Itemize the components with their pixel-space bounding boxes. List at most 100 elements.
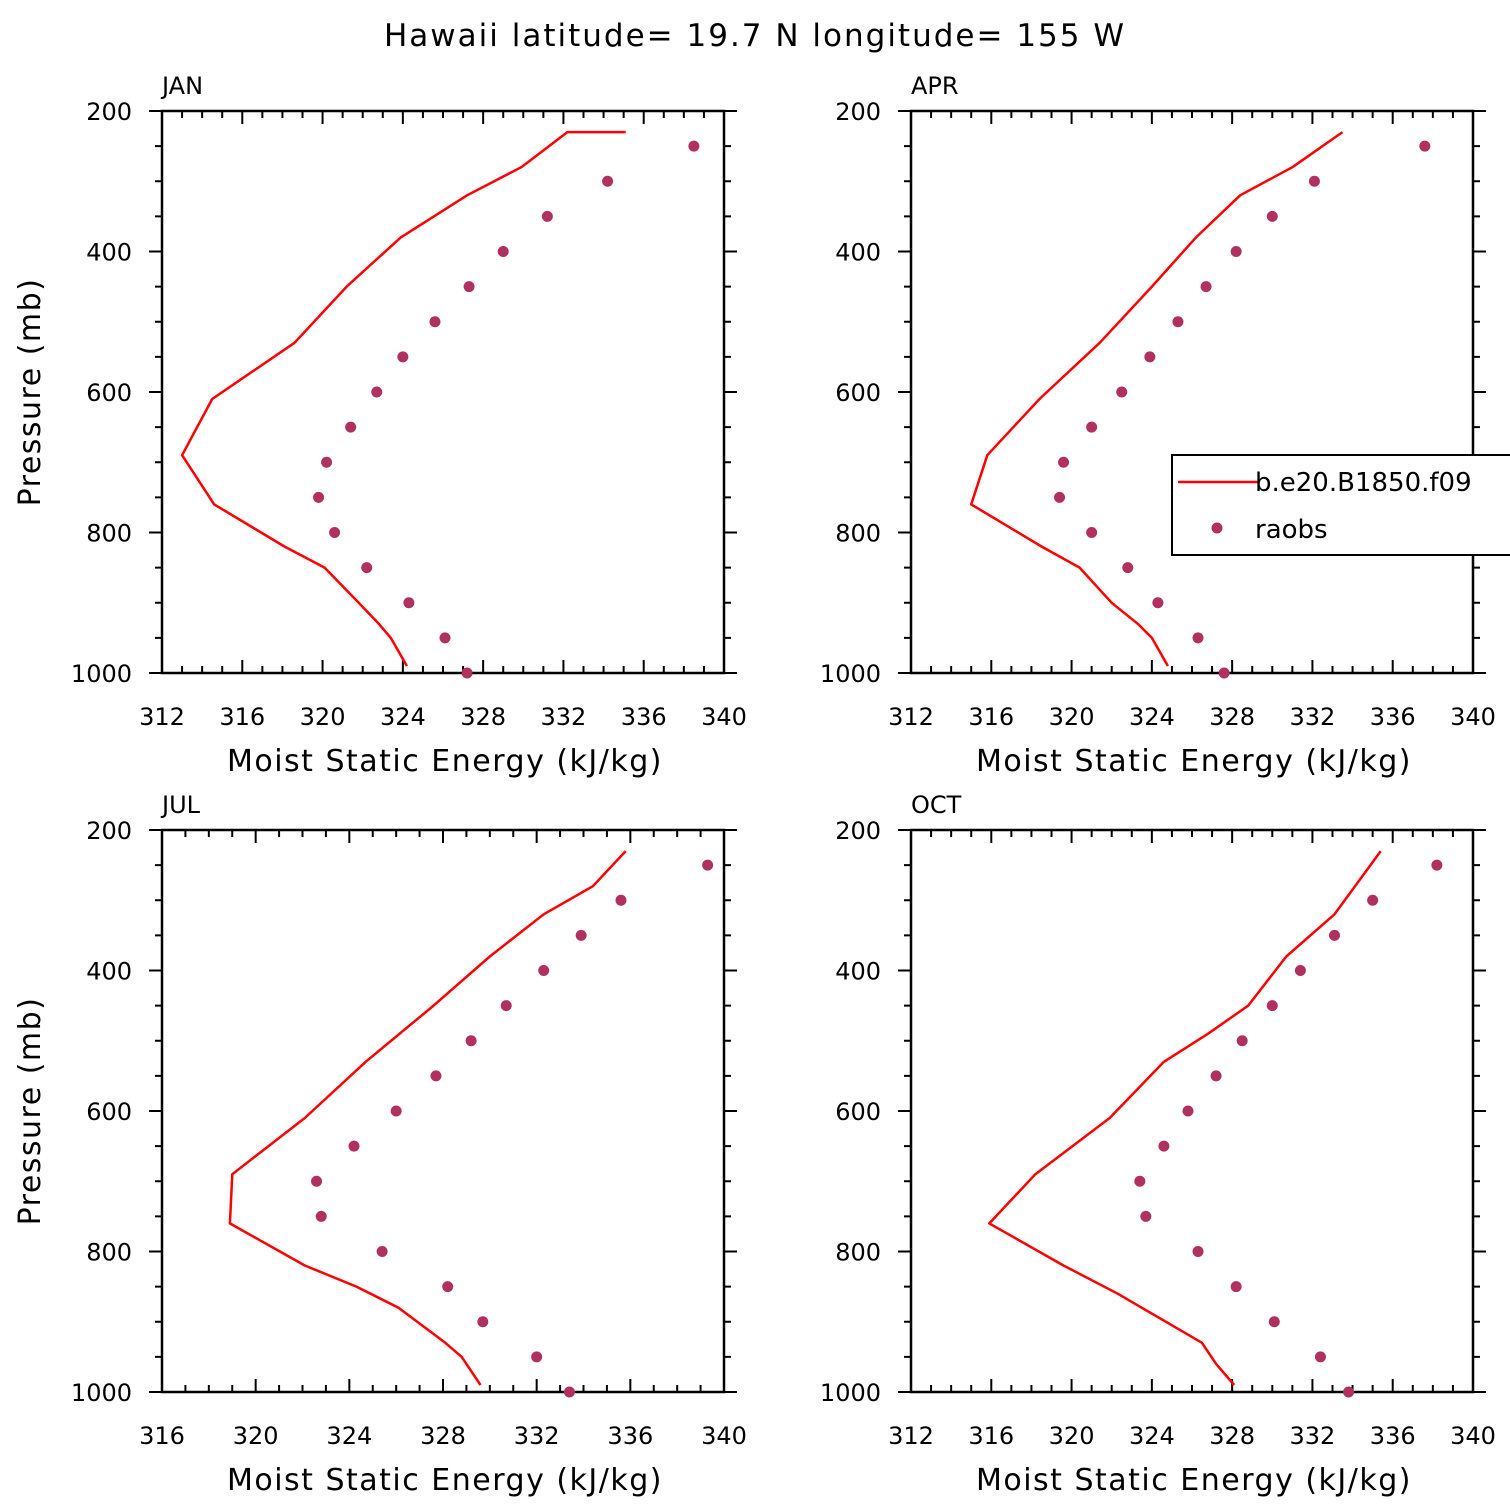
raobs-point xyxy=(429,316,441,328)
x-tick-label: 328 xyxy=(460,703,506,731)
y-tick-label: 600 xyxy=(835,379,881,407)
y-axis-label: Pressure (mb) xyxy=(13,997,48,1226)
panel-oct: OCT 312 316 320 324 328 332 336 340 200 400 600 800 1… xyxy=(820,791,1496,1498)
raobs-point xyxy=(1218,667,1230,679)
x-tick-label: 340 xyxy=(701,1422,747,1450)
raobs-point xyxy=(575,929,587,941)
raobs-point xyxy=(1192,632,1204,644)
raobs-point xyxy=(602,175,614,187)
panels-group: JAN 312 316 320 324 328 332 336 340 200 400 600 800 1… xyxy=(13,72,1496,1498)
panel-title: APR xyxy=(911,72,959,100)
raobs-point xyxy=(403,597,415,609)
raobs-point xyxy=(1058,456,1070,468)
raobs-point xyxy=(321,456,333,468)
raobs-point xyxy=(439,632,451,644)
figure-title: Hawaii latitude= 19.7 N longitude= 155 W xyxy=(384,18,1126,54)
raobs-point xyxy=(1192,1246,1204,1257)
x-tick-label: 340 xyxy=(701,703,747,731)
y-tick-label: 400 xyxy=(86,958,132,986)
legend-label-raobs: raobs xyxy=(1255,515,1328,545)
y-tick-label: 800 xyxy=(86,1239,132,1267)
raobs-point xyxy=(1343,1386,1355,1398)
y-tick-label: 1000 xyxy=(820,660,881,688)
x-tick-label: 324 xyxy=(1129,1422,1175,1450)
panel-title: JAN xyxy=(160,72,203,100)
raobs-point xyxy=(313,491,325,503)
raobs-point xyxy=(371,386,383,398)
raobs-point xyxy=(1266,1000,1278,1012)
x-tick-label: 336 xyxy=(621,703,667,731)
raobs-point xyxy=(1200,281,1212,293)
legend: b.e20.B1850.f09 raobs xyxy=(1171,454,1510,556)
raobs-point xyxy=(1230,1281,1242,1293)
y-axis-label: Pressure (mb) xyxy=(13,278,48,507)
raobs-point xyxy=(563,1386,575,1398)
plot-frame xyxy=(909,109,1475,675)
x-tick-label: 324 xyxy=(380,703,426,731)
y-tick-label: 1000 xyxy=(71,660,132,688)
x-tick-label: 312 xyxy=(139,703,185,731)
raobs-point xyxy=(348,1140,360,1152)
y-tick-label: 200 xyxy=(835,98,881,126)
series-line-model xyxy=(180,130,626,667)
y-tick-label: 200 xyxy=(86,817,132,845)
raobs-point xyxy=(1116,386,1128,398)
x-axis-label: Moist Static Energy (kJ/kg) xyxy=(227,1463,663,1498)
x-axis-label: Moist Static Energy (kJ/kg) xyxy=(976,1463,1412,1498)
x-tick-label: 316 xyxy=(968,1422,1014,1450)
raobs-point xyxy=(1236,1035,1248,1047)
raobs-point xyxy=(1140,1210,1152,1222)
raobs-point xyxy=(688,140,700,152)
raobs-point xyxy=(497,246,509,257)
raobs-point xyxy=(1172,316,1184,328)
x-axis-label: Moist Static Energy (kJ/kg) xyxy=(227,744,663,779)
panel-jul: JUL 316 320 324 328 332 336 340 200 400 600 800 1000… xyxy=(13,791,747,1498)
x-tick-label: 316 xyxy=(219,703,265,731)
x-tick-label: 320 xyxy=(300,703,346,731)
x-tick-label: 324 xyxy=(1129,703,1175,731)
legend-box xyxy=(1171,454,1510,556)
y-tick-label: 1000 xyxy=(71,1379,132,1407)
x-tick-label: 328 xyxy=(420,1422,466,1450)
x-tick-label: 332 xyxy=(541,703,587,731)
plot-frame xyxy=(160,828,726,1394)
raobs-point xyxy=(1158,1140,1170,1152)
y-tick-label: 800 xyxy=(835,520,881,548)
raobs-point xyxy=(500,1000,512,1012)
x-tick-label: 340 xyxy=(1450,1422,1496,1450)
raobs-point xyxy=(442,1281,454,1293)
series-line-model xyxy=(228,850,627,1386)
y-tick-label: 600 xyxy=(86,1098,132,1126)
raobs-point xyxy=(1329,929,1341,941)
raobs-point xyxy=(1266,210,1278,222)
raobs-point xyxy=(1419,140,1431,152)
y-tick-label: 800 xyxy=(835,1239,881,1267)
y-tick-label: 400 xyxy=(835,239,881,267)
raobs-point xyxy=(1314,1351,1326,1363)
x-tick-label: 336 xyxy=(1370,703,1416,731)
raobs-point xyxy=(615,894,627,906)
x-tick-label: 332 xyxy=(1290,1422,1336,1450)
raobs-point xyxy=(1054,491,1066,503)
raobs-point xyxy=(376,1246,388,1257)
raobs-point xyxy=(463,281,475,293)
raobs-point xyxy=(1152,597,1164,609)
y-tick-label: 400 xyxy=(86,239,132,267)
raobs-point xyxy=(345,421,357,433)
raobs-point xyxy=(329,527,341,538)
raobs-point xyxy=(538,965,550,976)
raobs-point xyxy=(1268,1316,1280,1328)
x-tick-label: 340 xyxy=(1450,703,1496,731)
raobs-point xyxy=(1134,1175,1146,1187)
y-tick-label: 800 xyxy=(86,520,132,548)
panel-title: JUL xyxy=(160,791,201,819)
raobs-point xyxy=(1367,894,1379,906)
raobs-point xyxy=(397,351,409,363)
x-tick-label: 312 xyxy=(888,703,934,731)
y-tick-label: 200 xyxy=(835,817,881,845)
x-tick-label: 328 xyxy=(1209,1422,1255,1450)
raobs-point xyxy=(311,1175,323,1187)
raobs-point xyxy=(1086,527,1098,538)
series-line-model xyxy=(969,131,1344,667)
